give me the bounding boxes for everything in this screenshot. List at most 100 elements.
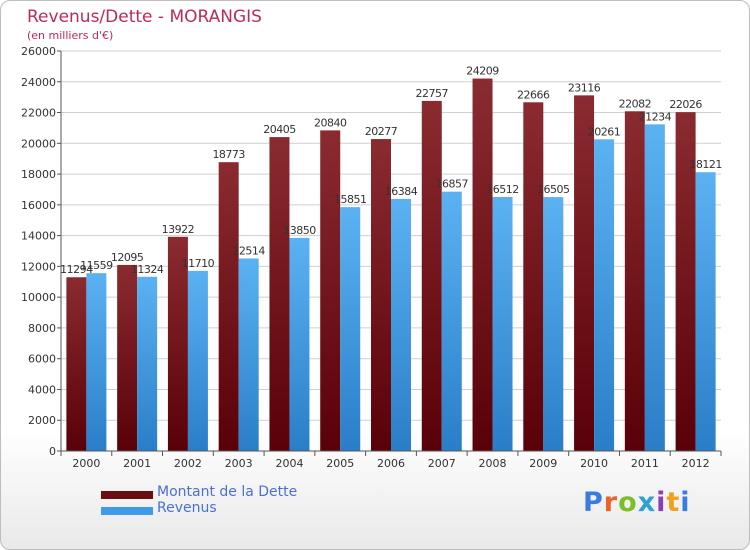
bar-dette xyxy=(371,139,391,452)
legend-swatch-dette xyxy=(101,491,153,499)
bar-dette xyxy=(117,264,138,451)
y-tick-label: 8000 xyxy=(28,322,56,335)
data-label-revenus: 20261 xyxy=(588,125,621,138)
bar-revenus xyxy=(644,124,665,452)
bar-dette xyxy=(421,100,442,452)
data-label-dette: 23116 xyxy=(568,81,601,94)
legend-label-dette: Montant de la Dette xyxy=(157,484,298,500)
x-tick-label: 2007 xyxy=(428,457,456,470)
data-label-revenus: 21234 xyxy=(639,110,672,123)
chart-subtitle: (en milliers d'€) xyxy=(27,29,114,42)
y-tick-label: 20000 xyxy=(21,137,56,150)
bar-dette xyxy=(269,137,290,452)
bar-dette xyxy=(472,78,493,452)
y-tick-label: 2000 xyxy=(28,414,56,427)
bar-revenus xyxy=(340,207,361,451)
x-tick-label: 2010 xyxy=(580,457,608,470)
bar-revenus xyxy=(695,172,716,451)
y-tick-label: 12000 xyxy=(21,260,56,273)
logo-letter: i xyxy=(680,487,691,518)
y-tick-label: 26000 xyxy=(21,45,56,58)
y-axis-ticks: 0 2000 4000 6000 8000 10000 12000 14000 16000 180… xyxy=(21,45,61,458)
data-label-revenus: 11559 xyxy=(80,259,113,272)
y-tick-label: 10000 xyxy=(21,291,56,304)
bar-dette xyxy=(675,112,696,451)
data-label-dette: 22026 xyxy=(669,98,702,111)
bar-dette xyxy=(523,102,544,452)
bars xyxy=(66,78,716,452)
data-label-revenus: 16505 xyxy=(537,183,570,196)
y-tick-label: 0 xyxy=(49,445,56,458)
data-label-dette: 11294 xyxy=(60,263,93,276)
data-label-dette: 22666 xyxy=(517,88,550,101)
data-label-revenus: 13850 xyxy=(283,224,316,237)
bar-revenus xyxy=(492,196,513,451)
data-label-dette: 20277 xyxy=(365,125,398,138)
data-label-dette: 20405 xyxy=(263,123,296,136)
bar-revenus xyxy=(238,258,259,451)
x-tick-label: 2004 xyxy=(275,457,303,470)
data-label-dette: 20840 xyxy=(314,116,347,129)
legend-label-revenus: Revenus xyxy=(157,500,217,516)
bar-revenus xyxy=(543,197,564,451)
bar-dette xyxy=(167,236,188,451)
y-tick-label: 16000 xyxy=(21,199,56,212)
axes xyxy=(60,51,721,452)
data-label-revenus: 12514 xyxy=(232,244,265,257)
x-tick-label: 2011 xyxy=(631,457,659,470)
data-label-revenus: 18121 xyxy=(689,158,722,171)
data-label-revenus: 15851 xyxy=(334,193,367,206)
bar-revenus xyxy=(289,237,310,451)
data-label-dette: 13922 xyxy=(162,223,195,236)
chart-title: Revenus/Dette - MORANGIS xyxy=(27,7,262,27)
bar-dette xyxy=(218,162,239,451)
x-tick-label: 2006 xyxy=(377,457,405,470)
y-tick-label: 14000 xyxy=(21,230,56,243)
x-tick-label: 2003 xyxy=(225,457,253,470)
y-tick-label: 18000 xyxy=(21,168,56,181)
bar-revenus xyxy=(594,139,615,452)
data-label-dette: 18773 xyxy=(212,148,245,161)
data-label-dette: 22082 xyxy=(619,97,652,110)
y-tick-label: 4000 xyxy=(28,383,56,396)
data-label-dette: 12095 xyxy=(111,251,144,264)
bar-revenus xyxy=(137,276,158,451)
bar-revenus xyxy=(187,270,208,451)
legend-swatch-revenus xyxy=(101,507,153,515)
proxiti-logo: Proxiti xyxy=(583,487,691,518)
y-tick-label: 6000 xyxy=(28,353,56,366)
x-axis-ticks: 2000 2001 2002 2003 2004 2005 2006 2007 2008 2009… xyxy=(60,451,722,470)
x-tick-label: 2009 xyxy=(529,457,557,470)
bar-dette xyxy=(66,277,87,451)
y-tick-label: 22000 xyxy=(21,107,56,120)
x-tick-label: 2012 xyxy=(682,457,710,470)
data-label-dette: 24209 xyxy=(466,65,499,78)
x-tick-label: 2008 xyxy=(479,457,507,470)
bar-revenus xyxy=(391,198,411,451)
x-tick-label: 2002 xyxy=(174,457,202,470)
data-label-revenus: 16857 xyxy=(436,178,469,191)
y-tick-label: 24000 xyxy=(21,76,56,89)
x-tick-label: 2005 xyxy=(326,457,354,470)
logo-letter: o xyxy=(618,487,638,518)
data-label-revenus: 16512 xyxy=(486,183,519,196)
bar-dette xyxy=(574,95,595,451)
bar-dette xyxy=(320,130,341,451)
x-tick-label: 2001 xyxy=(123,457,151,470)
logo-letter: P xyxy=(583,487,604,518)
x-tick-label: 2000 xyxy=(72,457,100,470)
bar-revenus xyxy=(441,191,462,451)
data-label-revenus: 11324 xyxy=(131,263,164,276)
logo-letter: x xyxy=(637,487,657,518)
bar-dette xyxy=(624,111,645,452)
data-label-revenus: 11710 xyxy=(182,257,215,270)
data-label-dette: 22757 xyxy=(416,87,449,100)
logo-letter: i xyxy=(656,487,667,518)
bar-revenus xyxy=(86,273,107,451)
logo-letter: t xyxy=(666,487,681,518)
data-label-revenus: 16384 xyxy=(385,185,418,198)
logo-letter: r xyxy=(603,487,619,518)
